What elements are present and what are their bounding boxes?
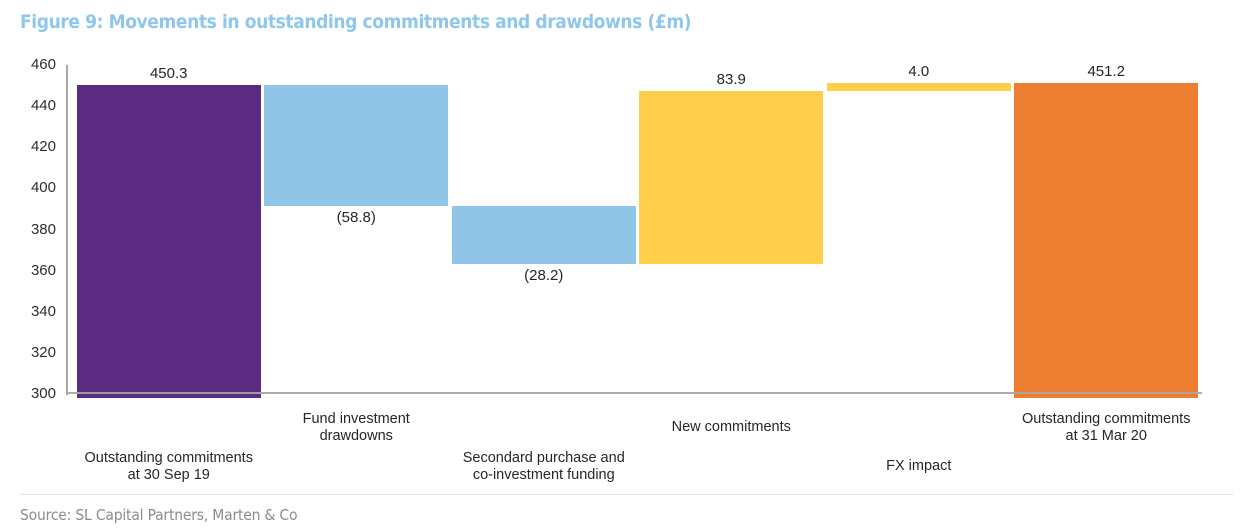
category-label-text: Outstanding commitments at 30 Sep 19 <box>84 449 253 484</box>
figure-title: Figure 9: Movements in outstanding commi… <box>20 11 692 33</box>
bar-value-label: 451.2 <box>1087 63 1126 81</box>
waterfall-bar <box>76 84 261 398</box>
category-label-text: Outstanding commitments at 31 Mar 20 <box>1022 410 1191 445</box>
category-label: Secondard purchase and co-investment fun… <box>428 449 660 485</box>
y-tick-label: 440 <box>30 97 56 115</box>
y-tick-label: 420 <box>30 138 56 156</box>
bar-value-label: 450.3 <box>149 64 188 82</box>
y-tick-label: 400 <box>30 179 56 197</box>
category-label-text: Fund investment drawdowns <box>302 410 410 445</box>
category-label-text: Secondard purchase and co-investment fun… <box>462 449 625 484</box>
y-tick-label: 300 <box>30 385 56 402</box>
waterfall-bar <box>451 205 636 264</box>
category-label-text: New commitments <box>671 419 791 436</box>
waterfall-bar <box>264 84 449 206</box>
source-note: Source: SL Capital Partners, Marten & Co <box>20 506 298 524</box>
x-axis-line <box>66 392 1202 394</box>
y-tick-label: 320 <box>30 343 56 361</box>
category-label-text: FX impact <box>886 458 952 475</box>
category-label: Fund investment drawdowns <box>240 410 472 446</box>
y-tick-label: 460 <box>30 56 56 73</box>
bar-value-label: 83.9 <box>716 71 746 89</box>
waterfall-bar <box>1014 83 1199 398</box>
y-axis-line <box>66 65 68 395</box>
y-tick-label: 380 <box>30 220 56 238</box>
divider-line <box>20 494 1233 495</box>
waterfall-bar <box>826 83 1011 92</box>
y-tick-label: 340 <box>30 302 56 320</box>
plot-area: 460 440 420 400 380 360 340 320 300 450.3 Outstand… <box>31 56 1202 483</box>
y-tick-label: 360 <box>30 261 56 279</box>
category-label: Outstanding commitments at 30 Sep 19 <box>53 449 285 485</box>
category-label: FX impact <box>803 449 1035 485</box>
category-label: Outstanding commitments at 31 Mar 20 <box>990 410 1222 446</box>
bar-value-label: 4.0 <box>908 63 930 81</box>
bar-value-label: (28.2) <box>524 266 564 284</box>
bar-value-label: (58.8) <box>336 208 376 226</box>
category-label: New commitments <box>615 410 847 446</box>
waterfall-bar <box>639 91 824 264</box>
